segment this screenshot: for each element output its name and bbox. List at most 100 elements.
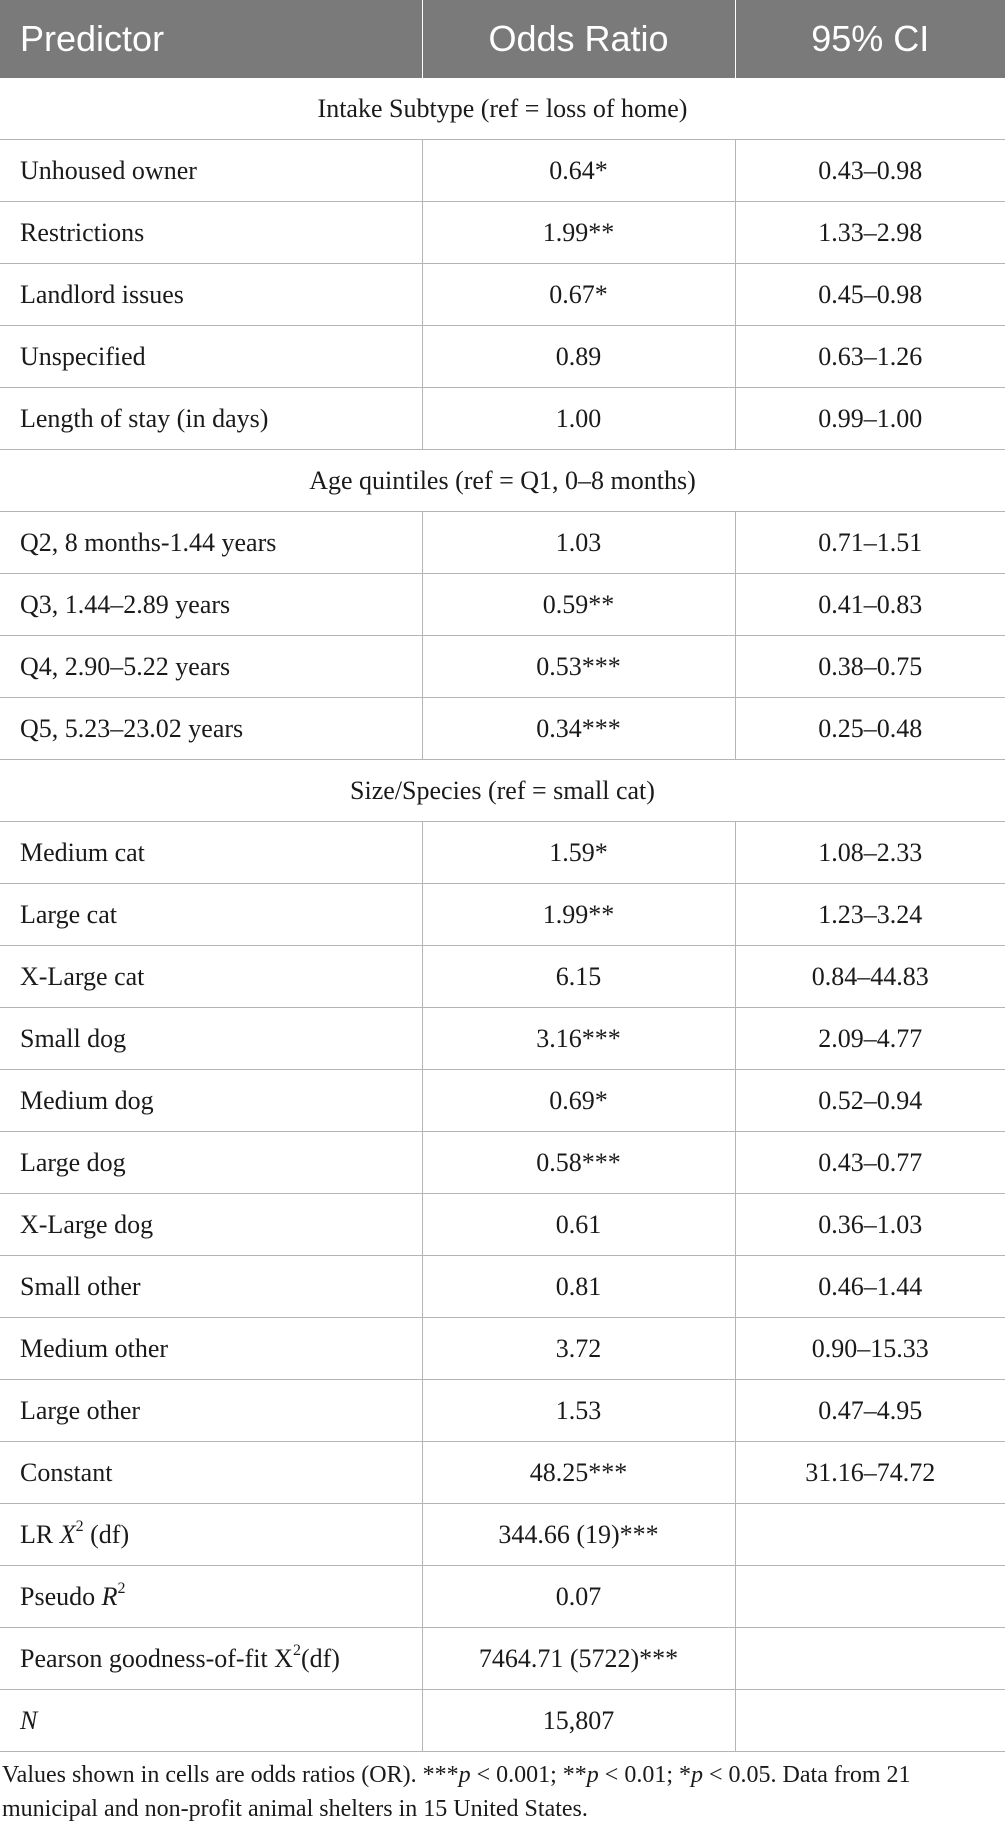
odds-ratio-cell: 1.99** [421, 883, 736, 946]
pearson-value: 7464.71 (5722)*** [421, 1627, 736, 1690]
predictor-cell: Q2, 8 months-1.44 years [0, 511, 423, 574]
ci-cell: 0.36–1.03 [734, 1193, 1005, 1256]
section-title: Age quintiles (ref = Q1, 0–8 months) [0, 449, 1005, 512]
odds-ratio-cell: 48.25*** [421, 1441, 736, 1504]
table-row: Large dog 0.58*** 0.43–0.77 [0, 1131, 1005, 1194]
ci-cell: 1.33–2.98 [734, 201, 1005, 264]
odds-ratio-cell: 0.67* [421, 263, 736, 326]
header-odds-ratio: Odds Ratio [422, 0, 736, 78]
header-predictor: Predictor [0, 0, 423, 78]
ci-cell: 2.09–4.77 [734, 1007, 1005, 1070]
stat-row-n: N 15,807 [0, 1689, 1005, 1752]
odds-ratio-cell: 0.61 [421, 1193, 736, 1256]
predictor-cell: Landlord issues [0, 263, 423, 326]
predictor-cell: Restrictions [0, 201, 423, 264]
table-row: Small dog 3.16*** 2.09–4.77 [0, 1007, 1005, 1070]
stat-row-lr: LR X2 (df) 344.66 (19)*** [0, 1503, 1005, 1566]
ci-cell: 0.71–1.51 [734, 511, 1005, 574]
pseudo-sup: 2 [117, 1579, 126, 1597]
odds-ratio-cell: 1.59* [421, 821, 736, 884]
predictor-cell: Length of stay (in days) [0, 387, 423, 450]
ci-cell: 0.63–1.26 [734, 325, 1005, 388]
n-label: N [0, 1689, 423, 1752]
ci-cell: 0.43–0.98 [734, 139, 1005, 202]
odds-ratio-cell: 0.81 [421, 1255, 736, 1318]
footnote-p: p [586, 1762, 599, 1788]
header-ci: 95% CI [735, 0, 1005, 78]
table-row: Medium cat 1.59* 1.08–2.33 [0, 821, 1005, 884]
table-row: Large cat 1.99** 1.23–3.24 [0, 883, 1005, 946]
ci-cell: 0.84–44.83 [734, 945, 1005, 1008]
empty-cell [734, 1503, 1005, 1566]
footnote-p: p [458, 1762, 471, 1788]
stat-row-pearson: Pearson goodness-of-fit X2(df) 7464.71 (… [0, 1627, 1005, 1690]
table-row: Q4, 2.90–5.22 years 0.53*** 0.38–0.75 [0, 635, 1005, 698]
pearson-prefix: Pearson goodness-of-fit X [20, 1643, 293, 1673]
odds-ratio-cell: 0.53*** [421, 635, 736, 698]
ci-cell: 0.25–0.48 [734, 697, 1005, 760]
ci-cell: 0.41–0.83 [734, 573, 1005, 636]
table-row: X-Large cat 6.15 0.84–44.83 [0, 945, 1005, 1008]
predictor-cell: Large other [0, 1379, 423, 1442]
table-row: Constant 48.25*** 31.16–74.72 [0, 1441, 1005, 1504]
odds-ratio-cell: 3.72 [421, 1317, 736, 1380]
predictor-cell: Medium other [0, 1317, 423, 1380]
section-title: Size/Species (ref = small cat) [0, 759, 1005, 822]
table-row: Landlord issues 0.67* 0.45–0.98 [0, 263, 1005, 326]
table-row: Restrictions 1.99** 1.33–2.98 [0, 201, 1005, 264]
table-body: Intake Subtype (ref = loss of home) Unho… [0, 78, 1005, 1752]
predictor-cell: Unhoused owner [0, 139, 423, 202]
footnote-part1: Values shown in cells are odds ratios (O… [2, 1762, 459, 1788]
empty-cell [734, 1565, 1005, 1628]
lr-value: 344.66 (19)*** [421, 1503, 736, 1566]
predictor-cell: Medium cat [0, 821, 423, 884]
footnote-part3: < 0.01; * [598, 1762, 691, 1788]
section-row: Intake Subtype (ref = loss of home) [0, 78, 1005, 140]
predictor-cell: Medium dog [0, 1069, 423, 1132]
odds-ratio-cell: 0.89 [421, 325, 736, 388]
odds-ratio-cell: 1.00 [421, 387, 736, 450]
odds-ratio-table: Predictor Odds Ratio 95% CI Intake Subty… [0, 0, 1005, 1752]
odds-ratio-cell: 6.15 [421, 945, 736, 1008]
table-row: Medium other 3.72 0.90–15.33 [0, 1317, 1005, 1380]
predictor-cell: Q4, 2.90–5.22 years [0, 635, 423, 698]
section-title: Intake Subtype (ref = loss of home) [0, 78, 1005, 140]
predictor-cell: Small other [0, 1255, 423, 1318]
stat-row-pseudo: Pseudo R2 0.07 [0, 1565, 1005, 1628]
pearson-suffix: (df) [300, 1643, 340, 1673]
section-row: Size/Species (ref = small cat) [0, 759, 1005, 822]
pseudo-label: Pseudo R2 [0, 1565, 423, 1628]
table-row: X-Large dog 0.61 0.36–1.03 [0, 1193, 1005, 1256]
predictor-cell: X-Large cat [0, 945, 423, 1008]
footnote-part4: < 0.05. Data from 21 municipal and non-p… [2, 1762, 911, 1822]
odds-ratio-cell: 1.99** [421, 201, 736, 264]
ci-cell: 0.43–0.77 [734, 1131, 1005, 1194]
pearson-sup: 2 [292, 1641, 301, 1659]
table-row: Unspecified 0.89 0.63–1.26 [0, 325, 1005, 388]
odds-ratio-cell: 3.16*** [421, 1007, 736, 1070]
table-footnote: Values shown in cells are odds ratios (O… [0, 1758, 1005, 1826]
odds-ratio-cell: 0.34*** [421, 697, 736, 760]
lr-sup: 2 [75, 1517, 84, 1535]
pseudo-value: 0.07 [421, 1565, 736, 1628]
odds-ratio-cell: 0.58*** [421, 1131, 736, 1194]
predictor-cell: X-Large dog [0, 1193, 423, 1256]
ci-cell: 0.46–1.44 [734, 1255, 1005, 1318]
ci-cell: 0.38–0.75 [734, 635, 1005, 698]
lr-var: X [59, 1519, 76, 1549]
lr-prefix: LR [20, 1519, 60, 1549]
ci-cell: 31.16–74.72 [734, 1441, 1005, 1504]
pearson-label: Pearson goodness-of-fit X2(df) [0, 1627, 423, 1690]
pseudo-prefix: Pseudo [20, 1581, 102, 1611]
predictor-cell: Q3, 1.44–2.89 years [0, 573, 423, 636]
ci-cell: 0.52–0.94 [734, 1069, 1005, 1132]
predictor-cell: Constant [0, 1441, 423, 1504]
footnote-part2: < 0.001; ** [470, 1762, 587, 1788]
predictor-cell: Large cat [0, 883, 423, 946]
ci-cell: 0.45–0.98 [734, 263, 1005, 326]
ci-cell: 0.90–15.33 [734, 1317, 1005, 1380]
table-row: Small other 0.81 0.46–1.44 [0, 1255, 1005, 1318]
ci-cell: 1.08–2.33 [734, 821, 1005, 884]
table-row: Q3, 1.44–2.89 years 0.59** 0.41–0.83 [0, 573, 1005, 636]
odds-ratio-cell: 1.03 [421, 511, 736, 574]
